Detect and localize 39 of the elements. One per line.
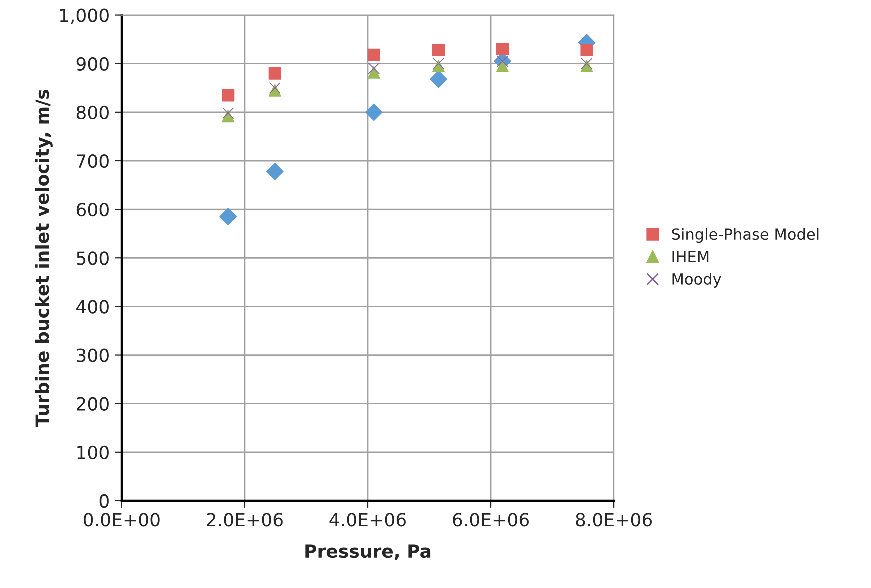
x-tick-label: 0.0E+00 (84, 513, 160, 527)
y-tick-label: 700 (77, 154, 109, 168)
point (580, 44, 594, 57)
legend-label: IHEM (672, 251, 709, 262)
point (220, 208, 238, 226)
x-tick-label: 2.0E+06 (207, 513, 283, 527)
legend-label: Single-Phase Model (672, 228, 819, 244)
point (368, 62, 380, 75)
point (222, 89, 235, 102)
point (368, 66, 380, 79)
y-tick-label: 100 (78, 446, 109, 460)
point (266, 162, 284, 180)
x-axis-title: Pressure, Pa (306, 544, 431, 560)
y-tick-label: 900 (76, 57, 109, 71)
y-tick-label: 0 (100, 494, 109, 508)
x-tick-label: 6.0E+06 (453, 513, 529, 527)
y-tick-label: 200 (76, 397, 109, 411)
point (496, 60, 509, 73)
point (268, 67, 282, 80)
point (496, 56, 509, 68)
y-axis-title: Turbine bucket inlet velocity, m/s (35, 90, 53, 428)
y-tick-label: 600 (76, 203, 109, 217)
point (365, 104, 383, 122)
point (222, 108, 234, 120)
point (368, 48, 380, 62)
y-tick-label: 500 (77, 252, 109, 266)
point (496, 43, 509, 56)
point (430, 70, 448, 88)
y-tick-label: 300 (77, 348, 109, 362)
legend-label: Moody (672, 273, 722, 288)
point (581, 58, 593, 70)
y-tick-label: 800 (76, 106, 109, 120)
y-tick-label: 400 (76, 300, 109, 314)
point (269, 82, 281, 94)
point (432, 44, 446, 57)
point (432, 58, 445, 70)
y-tick-label: 1,000 (60, 8, 109, 24)
x-tick-label: 4.0E+06 (330, 513, 406, 527)
x-tick-label: 8.0E+06 (576, 513, 652, 527)
